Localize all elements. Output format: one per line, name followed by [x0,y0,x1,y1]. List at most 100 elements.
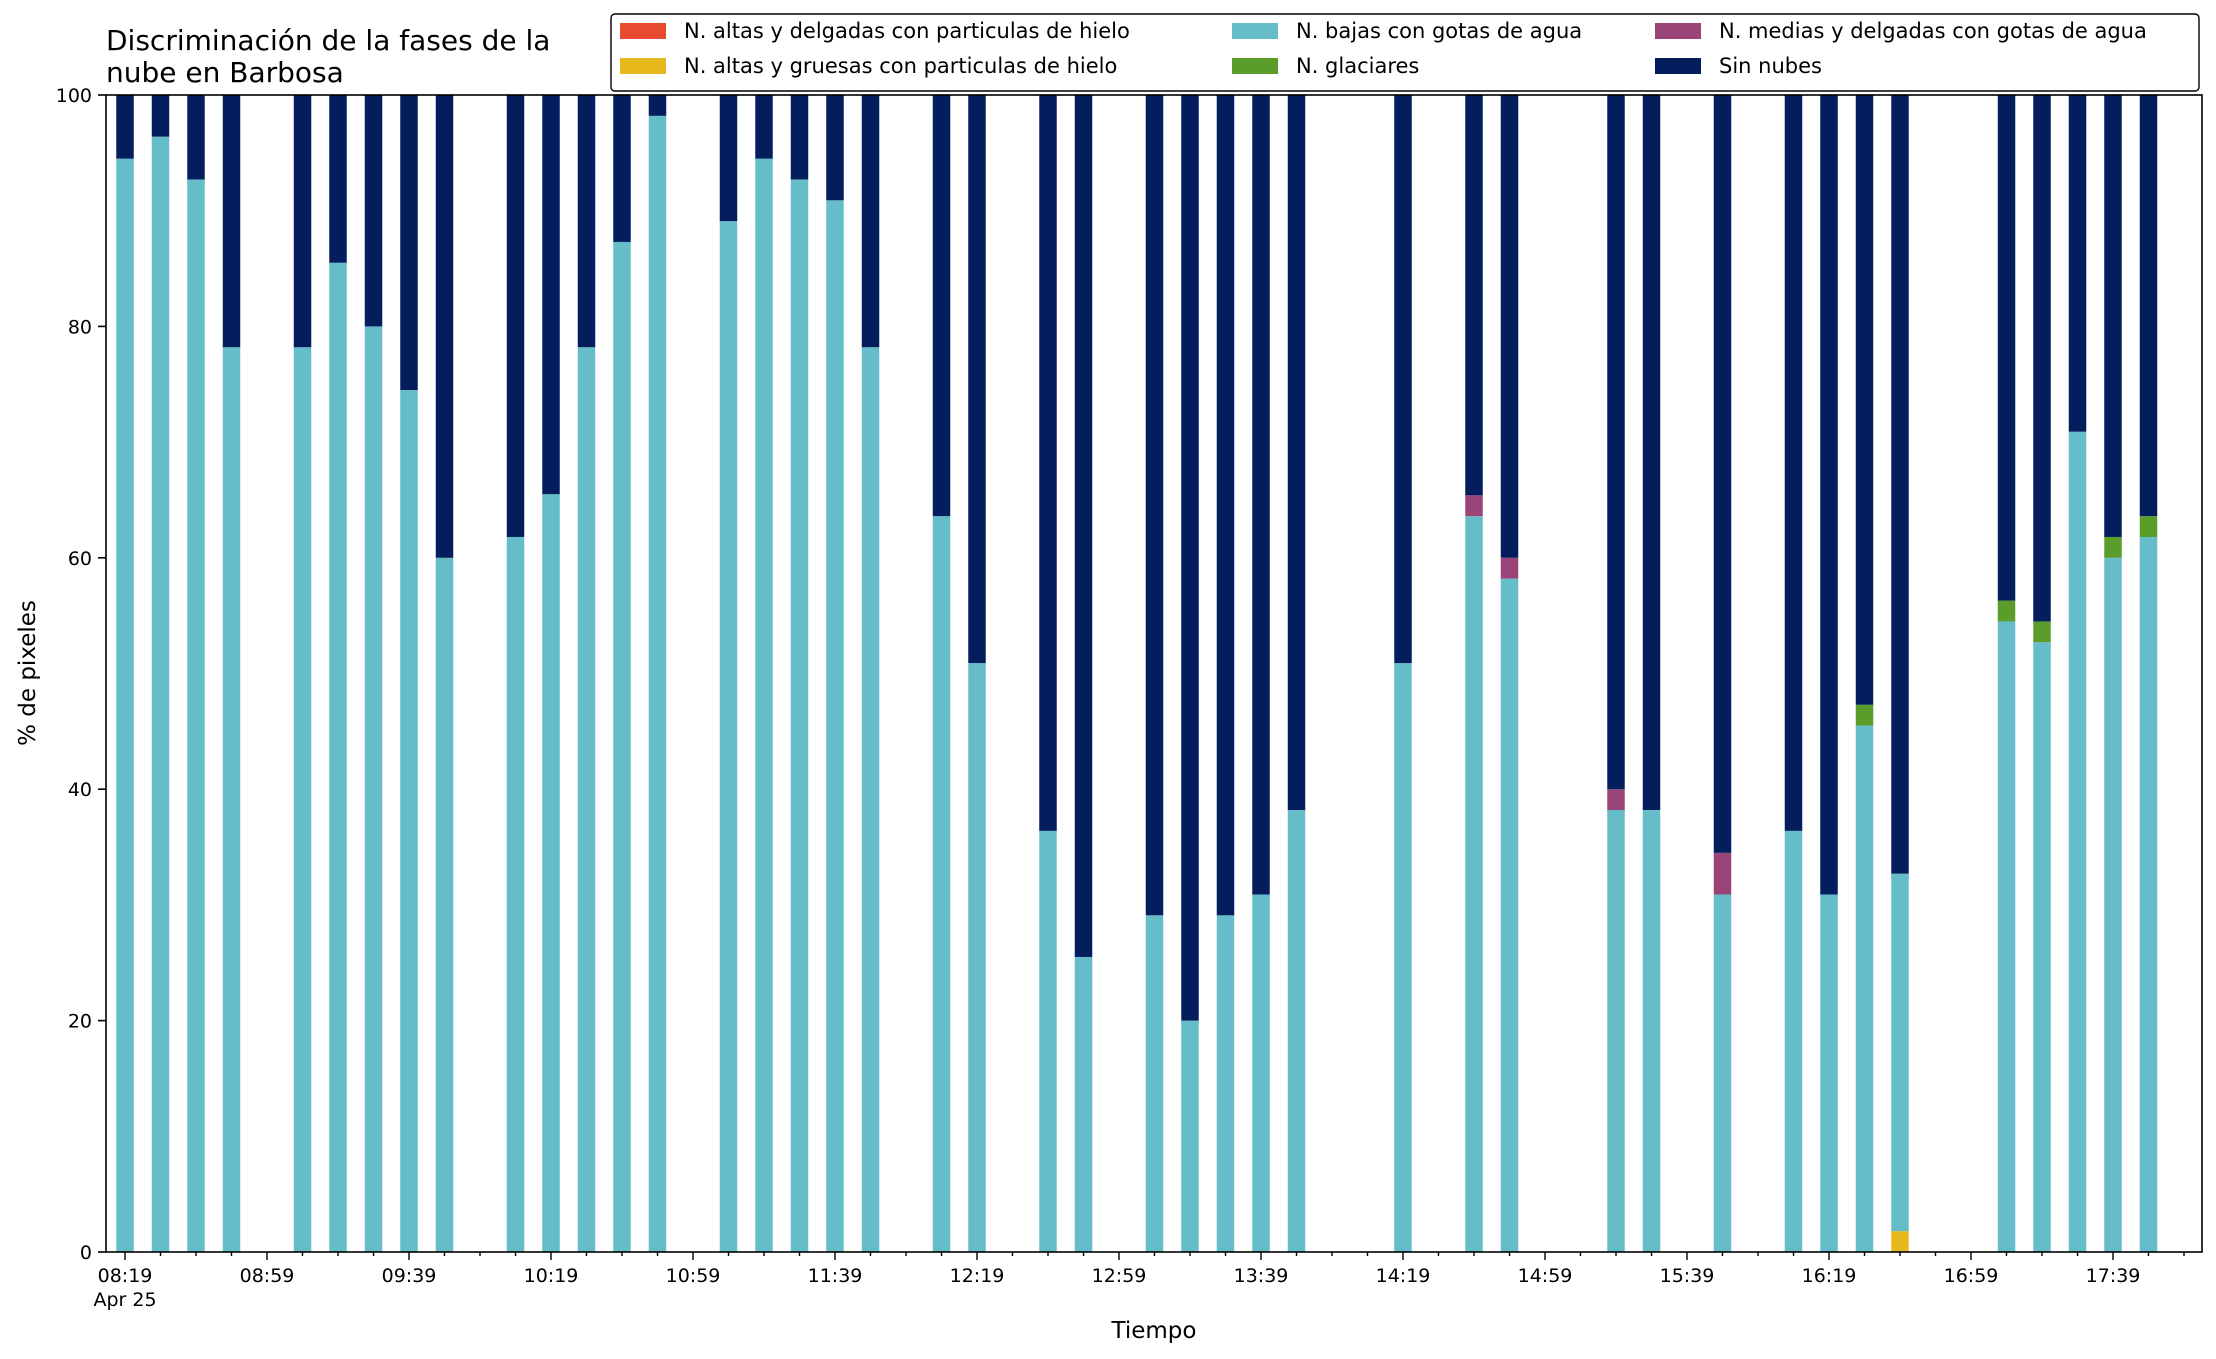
bar-segment [648,115,667,1253]
y-tick-label: 20 [68,1011,92,1033]
bar-stack [861,95,880,1253]
bar-segment [1394,663,1412,1252]
legend-swatch [1655,23,1701,39]
y-tick-label: 60 [68,548,92,570]
bar-segment [542,494,560,1252]
bar-stack [116,95,134,1252]
legend-swatch [620,23,666,39]
bar-segment [1074,95,1093,957]
bar-segment [1713,894,1732,1252]
bar-segment [222,95,241,348]
bar-segment [826,95,844,201]
legend-swatch [1655,58,1701,74]
bar-segment [719,95,738,222]
legend-swatch [620,58,666,74]
bar-stack [364,95,383,1252]
bar-stack [1181,95,1199,1252]
legend-item: N. altas y delgadas con particulas de hi… [620,19,1130,43]
bar-segment [364,326,383,1252]
bar-segment [932,516,951,1252]
bar-segment [577,95,596,348]
legend-item: N. medias y delgadas con gotas de agua [1655,19,2147,43]
legend-item: N. bajas con gotas de agua [1232,19,1582,43]
bar-segment [2033,642,2051,1252]
bar-segment [1997,600,2016,622]
bar-segment [1465,516,1483,1252]
bar-segment [435,557,454,1252]
bar-segment [2068,95,2087,432]
bar-segment [1465,95,1483,496]
bar-stack [151,95,170,1252]
bar-segment [293,95,312,348]
bar-stack [1891,95,1909,1252]
bar-segment [1252,95,1270,895]
bar-segment [968,95,986,664]
y-tick-label: 100 [56,85,92,107]
bar-segment [2139,536,2158,1252]
bar-segment [1287,810,1306,1252]
x-tick-label: 08:19 [98,1265,153,1287]
bar-stack [1145,95,1164,1252]
bar-stack [1039,95,1057,1252]
bar-segment [2033,621,2051,643]
legend-box [610,13,2200,92]
bar-segment [400,390,418,1252]
y-tick-label: 0 [80,1242,92,1264]
bar-segment [790,95,809,180]
legend-label: N. medias y delgadas con gotas de agua [1719,19,2147,43]
y-tick-label: 80 [68,316,92,338]
bar-segment [1855,704,1874,726]
bar-segment [2139,95,2158,517]
y-axis-label: % de pixeles [15,600,41,746]
bar-stack [329,95,347,1252]
bar-stack [222,95,241,1253]
bar-segment [968,663,986,1252]
bar-segment [329,95,347,263]
bar-stack [293,95,312,1253]
bar-segment [2033,95,2051,622]
bar-stack [1287,95,1306,1252]
bar-segment [1216,915,1235,1252]
bar-segment [506,95,525,537]
bar-stack [1642,95,1661,1252]
bar-stack [719,95,738,1253]
bar-segment [187,95,205,180]
x-tick-label: 14:59 [1518,1265,1573,1287]
bar-segment [2139,516,2158,537]
y-axis: 0 20 40 60 80 100 [56,85,106,1264]
bar-segment [1784,830,1803,1252]
legend-label: Sin nubes [1719,54,1822,78]
bar-segment [1607,789,1625,811]
bar-stack [1855,95,1874,1252]
bar-segment [506,536,525,1252]
bar-stack [648,95,667,1253]
bar-segment [1039,830,1057,1252]
bar-segment [1181,1020,1199,1252]
bar-segment [1713,95,1732,853]
bar-segment [116,95,134,159]
bar-stack [577,95,596,1253]
bar-segment [1820,95,1838,895]
bar-stack [613,95,631,1252]
bar-segment [932,95,951,517]
bar-segment [1607,810,1625,1252]
bar-segment [400,95,418,391]
bar-segment [2104,95,2122,537]
bar-segment [826,200,844,1252]
x-tick-label: 13:39 [1234,1265,1289,1287]
bar-segment [861,95,880,348]
chart-title-line: Discriminación de la fases de la [106,24,550,57]
bar-segment [2104,536,2122,558]
bar-segment [1039,95,1057,831]
bar-segment [1287,95,1306,811]
bar-segment [719,221,738,1253]
legend-item: Sin nubes [1655,54,1822,78]
bar-segment [151,95,170,137]
bar-stack [968,95,986,1252]
bar-segment [151,136,170,1252]
bar-stack [1784,95,1803,1252]
bar-stack [2104,95,2122,1252]
x-tick-label: 09:39 [382,1265,437,1287]
